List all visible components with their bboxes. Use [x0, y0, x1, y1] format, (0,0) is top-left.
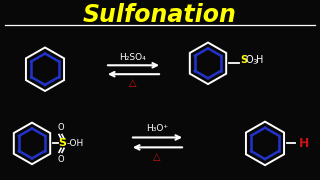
Polygon shape — [190, 42, 226, 84]
Text: O: O — [58, 155, 64, 164]
Text: S: S — [240, 55, 247, 65]
Text: △: △ — [129, 78, 137, 88]
Text: O: O — [246, 55, 254, 65]
Text: △: △ — [153, 152, 161, 162]
Text: Sulfonation: Sulfonation — [83, 3, 237, 27]
Text: 3: 3 — [252, 59, 257, 65]
Polygon shape — [14, 123, 50, 164]
Text: H₃O⁺: H₃O⁺ — [146, 124, 168, 133]
Text: -OH: -OH — [66, 139, 84, 148]
Polygon shape — [246, 122, 284, 165]
Polygon shape — [26, 48, 64, 91]
Text: H: H — [256, 55, 263, 65]
Text: H₂SO₄: H₂SO₄ — [120, 53, 146, 62]
Text: H: H — [299, 137, 309, 150]
Text: S: S — [58, 138, 66, 148]
Text: O: O — [58, 123, 64, 132]
